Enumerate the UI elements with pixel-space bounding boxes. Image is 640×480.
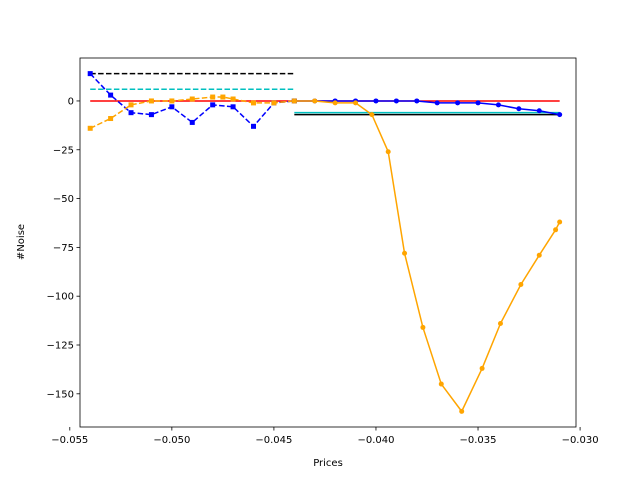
data-point	[169, 98, 175, 104]
data-point	[516, 106, 522, 112]
data-point	[557, 112, 563, 118]
data-point	[369, 112, 375, 118]
y-tick-label: −75	[53, 243, 74, 254]
data-point	[210, 94, 216, 100]
data-point	[557, 219, 563, 225]
data-point	[497, 321, 503, 327]
data-point	[455, 100, 461, 106]
data-point	[230, 96, 236, 102]
data-point	[128, 102, 134, 108]
series-2-line	[89, 96, 295, 129]
data-point	[250, 100, 256, 106]
data-point	[148, 112, 154, 118]
data-point	[210, 102, 216, 108]
data-point	[479, 365, 485, 371]
data-point	[402, 250, 408, 256]
data-point	[475, 100, 481, 106]
data-point	[271, 100, 277, 106]
x-tick-label: −0.055	[51, 435, 88, 446]
data-point	[250, 123, 256, 129]
data-point	[128, 110, 134, 116]
data-point	[393, 98, 399, 104]
data-point	[438, 381, 444, 387]
y-tick-label: 0	[68, 96, 74, 107]
data-point	[495, 102, 501, 108]
y-tick-label: −100	[47, 292, 74, 303]
data-point	[414, 98, 420, 104]
y-tick-label: −50	[53, 194, 74, 205]
y-tick-label: −25	[53, 145, 74, 156]
x-tick-label: −0.045	[255, 435, 292, 446]
series-layer	[87, 71, 563, 414]
data-point	[459, 408, 465, 414]
data-point	[148, 98, 154, 104]
data-point	[536, 108, 542, 114]
data-point	[169, 104, 175, 110]
data-point	[373, 98, 379, 104]
y-axis-label: #Noise	[16, 224, 27, 260]
series-3-line	[294, 100, 560, 116]
x-tick-label: −0.035	[460, 435, 497, 446]
data-point	[220, 94, 226, 100]
plot-frame	[79, 57, 577, 428]
series-1-line	[89, 73, 295, 128]
y-tick-label: −150	[47, 389, 74, 400]
data-point	[536, 252, 542, 258]
series-4-line	[294, 100, 561, 413]
data-point	[353, 100, 359, 106]
plot-area	[80, 58, 576, 427]
data-point	[189, 119, 195, 125]
data-point	[553, 227, 559, 233]
data-point	[385, 149, 391, 155]
data-point	[108, 92, 114, 98]
x-tick-label: −0.040	[357, 435, 394, 446]
data-point	[87, 125, 93, 131]
data-point	[189, 96, 195, 102]
data-point	[108, 116, 114, 122]
data-point	[434, 100, 440, 106]
y-tick-label: −125	[47, 341, 74, 352]
data-point	[87, 71, 93, 77]
data-point	[518, 281, 524, 287]
data-point	[332, 100, 338, 106]
series-4	[291, 98, 563, 414]
y-axis-ticks: 0 −25 −50 −75 −100 −125 −150	[47, 96, 80, 400]
x-tick-label: −0.050	[153, 435, 190, 446]
x-axis-ticks: −0.055 −0.050 −0.045 −0.040 −0.035 −0.030	[51, 427, 599, 446]
x-axis-label: Prices	[313, 458, 343, 469]
data-point	[291, 98, 297, 104]
data-point	[312, 98, 318, 104]
x-tick-label: −0.030	[562, 435, 599, 446]
data-point	[230, 104, 236, 110]
data-point	[420, 324, 426, 330]
